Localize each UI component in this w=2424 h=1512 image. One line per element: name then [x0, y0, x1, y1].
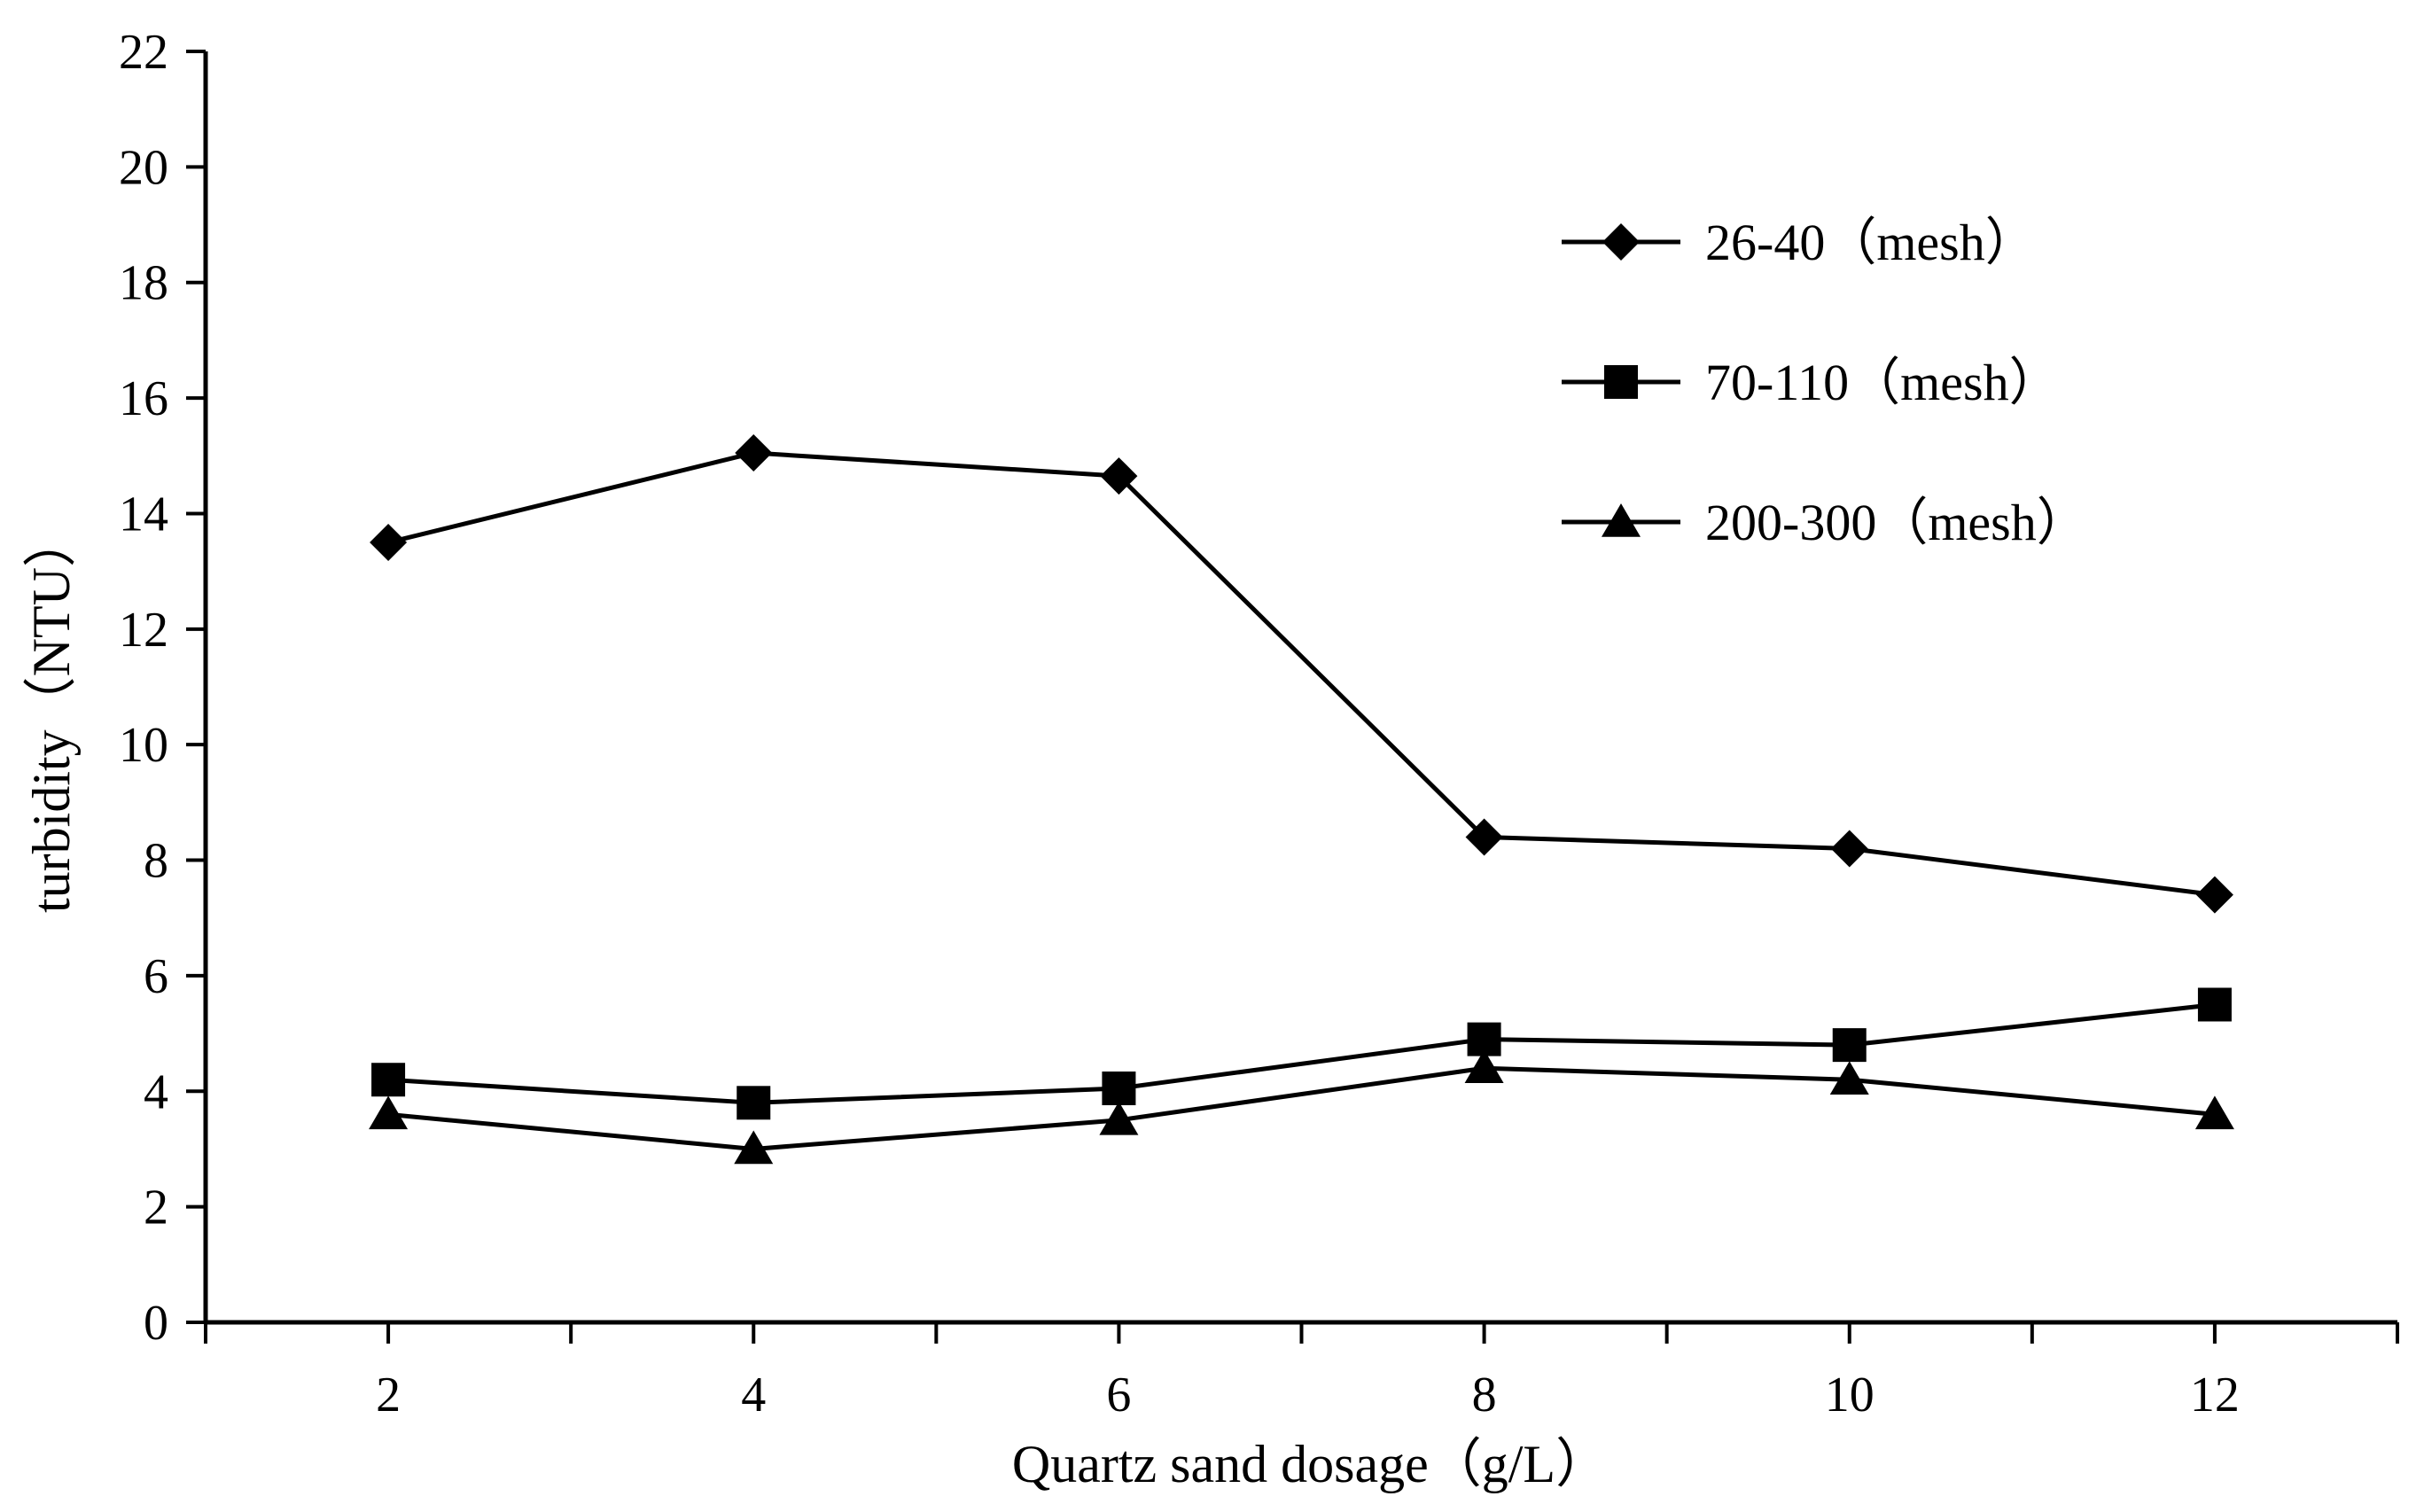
series-line	[387, 450, 2216, 898]
data-point	[2194, 1095, 2234, 1130]
legend-label: 200-300（mesh）	[1705, 494, 2088, 551]
data-point	[370, 524, 408, 562]
legend: 26-40（mesh） 70-110（mesh） 200-300（mesh）	[1562, 214, 2088, 551]
y-tick-label: 2	[144, 1181, 168, 1235]
legend-label: 26-40（mesh）	[1705, 214, 2037, 271]
y-axis-ticks: 0 2 4 6 8 10 12 14 16 18 20 22	[119, 25, 206, 1351]
data-point	[2195, 876, 2233, 914]
data-point	[1465, 818, 1503, 856]
x-tick-label: 8	[1472, 1368, 1497, 1422]
y-tick-label: 18	[119, 256, 168, 311]
data-point	[734, 1130, 774, 1165]
data-point	[2197, 987, 2232, 1022]
x-tick-label: 12	[2190, 1368, 2240, 1422]
legend-label: 70-110（mesh）	[1705, 354, 2061, 411]
data-point	[1830, 830, 1868, 868]
x-tick-label: 4	[741, 1368, 766, 1422]
x-tick-label: 10	[1825, 1368, 1875, 1422]
legend-marker	[1602, 223, 1640, 261]
data-point	[1829, 1061, 1869, 1095]
y-tick-label: 8	[144, 834, 168, 889]
series-line	[387, 1002, 2216, 1105]
y-tick-label: 0	[144, 1296, 168, 1351]
y-tick-label: 16	[119, 371, 168, 426]
series-1	[370, 434, 2233, 914]
y-tick-label: 12	[119, 603, 168, 658]
legend-item: 70-110（mesh）	[1562, 354, 2061, 411]
x-axis-ticks: 2 4 6 8 10 12	[204, 1322, 2399, 1422]
legend-marker	[1604, 365, 1638, 399]
x-tick-label: 6	[1106, 1368, 1131, 1422]
data-point	[1099, 1101, 1139, 1135]
legend-item: 200-300（mesh）	[1562, 494, 2088, 551]
series-3	[369, 1049, 2234, 1165]
data-point	[1464, 1049, 1504, 1083]
series-line	[387, 1065, 2216, 1151]
y-axis-title: turbidity（NTU）	[22, 514, 81, 913]
y-tick-label: 14	[119, 487, 168, 542]
data-point	[735, 434, 773, 472]
data-point	[737, 1086, 771, 1120]
y-tick-label: 4	[144, 1064, 168, 1119]
data-point	[369, 1095, 409, 1130]
series-2	[371, 987, 2232, 1120]
y-tick-label: 20	[119, 140, 168, 195]
data-point	[1102, 1072, 1136, 1106]
y-tick-label: 6	[144, 949, 168, 1004]
legend-marker	[1602, 503, 1641, 537]
legend-item: 26-40（mesh）	[1562, 214, 2037, 271]
x-tick-label: 2	[376, 1368, 401, 1422]
data-point	[1100, 457, 1138, 495]
series-group	[369, 434, 2234, 1165]
x-axis-title: Quartz sand dosage（g/L）	[1012, 1435, 1609, 1493]
data-point	[1832, 1028, 1867, 1063]
y-tick-label: 22	[119, 25, 168, 80]
y-tick-label: 10	[119, 718, 168, 773]
data-point	[371, 1063, 406, 1097]
